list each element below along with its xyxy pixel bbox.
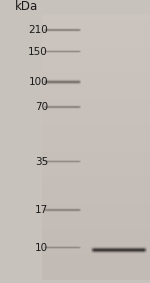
- Text: 150: 150: [28, 47, 48, 57]
- Text: 35: 35: [35, 157, 48, 167]
- Text: 100: 100: [28, 77, 48, 87]
- Text: 210: 210: [28, 25, 48, 35]
- Text: kDa: kDa: [15, 0, 39, 13]
- Text: 70: 70: [35, 102, 48, 112]
- Text: 17: 17: [35, 205, 48, 215]
- Text: 10: 10: [35, 243, 48, 253]
